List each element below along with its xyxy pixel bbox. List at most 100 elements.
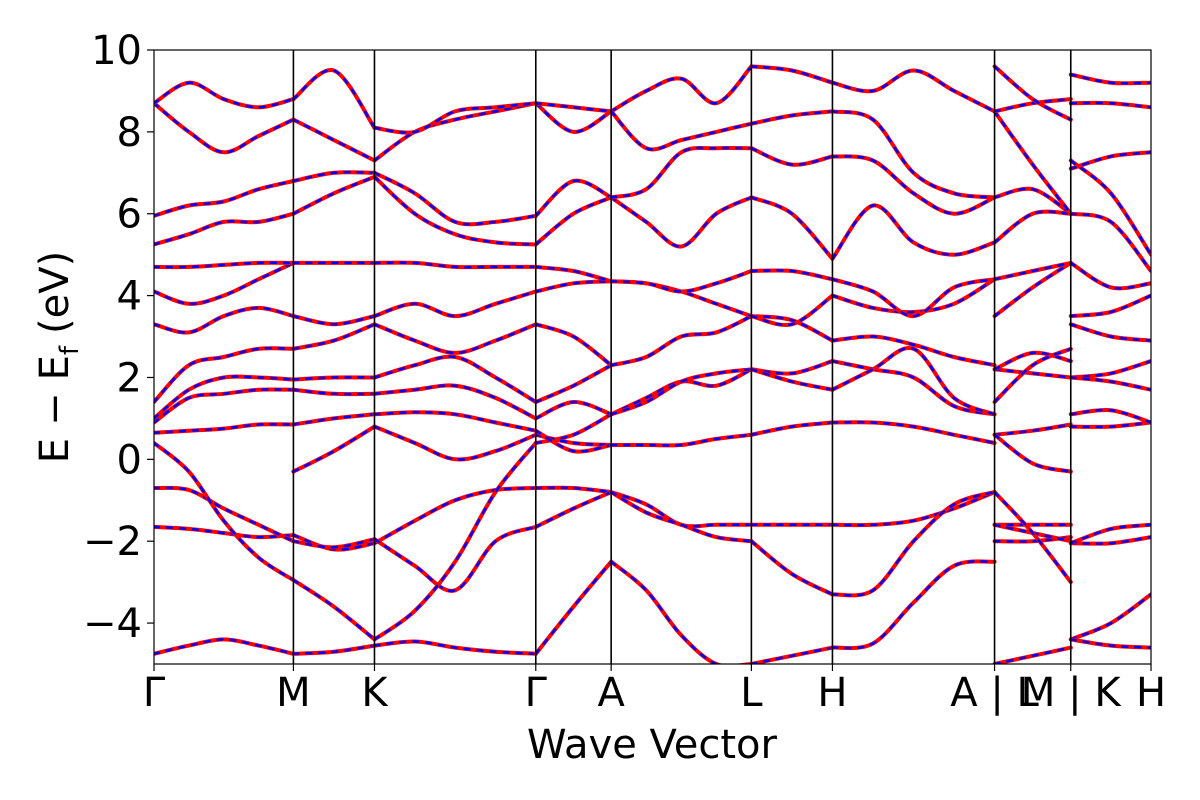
band-dash-seg0-b10 bbox=[154, 261, 295, 269]
band-dash-seg3-b3 bbox=[534, 413, 613, 445]
band-dash-seg7-b13 bbox=[993, 187, 1073, 215]
band-dash-seg2-b3 bbox=[373, 441, 538, 641]
band-dash-seg0-b9 bbox=[154, 261, 295, 306]
band-dash-seg8-b4 bbox=[1069, 421, 1151, 429]
x-tick-label: A | L bbox=[950, 670, 1039, 716]
y-axis-ticks: −4 −2 0 2 4 6 8 10 bbox=[83, 28, 154, 647]
band-dash-seg6-b5 bbox=[831, 346, 996, 416]
band-dash-seg7-b6 bbox=[993, 490, 1073, 584]
band-line-seg1-b8 bbox=[291, 322, 377, 351]
band-dash-seg3-b2 bbox=[534, 490, 613, 529]
band-dash-seg8-b15 bbox=[1069, 73, 1151, 85]
band-dash-seg2-b6 bbox=[373, 384, 538, 420]
band-line-seg0-b8 bbox=[154, 305, 296, 335]
band-line-seg5-b11 bbox=[749, 64, 835, 85]
band-dash-seg6-b8 bbox=[831, 277, 996, 318]
band-dash-seg8-b11 bbox=[1069, 212, 1151, 273]
y-tick-label: −2 bbox=[83, 519, 142, 565]
band-dash-seg1-b0 bbox=[292, 644, 376, 656]
band-line-seg5-b2 bbox=[749, 539, 835, 597]
band-dash-seg2-b14 bbox=[373, 101, 538, 134]
band-dash-seg8-b12 bbox=[1069, 159, 1151, 256]
y-axis-title-e2: E bbox=[32, 355, 78, 380]
band-dash-seg0-b5 bbox=[154, 388, 295, 424]
band-line-seg6-b9 bbox=[830, 203, 997, 261]
x-tick-label: Γ bbox=[525, 670, 548, 716]
band-line-seg0-b3 bbox=[154, 441, 296, 583]
band-dash-seg4-b0 bbox=[609, 560, 753, 664]
band-dash-seg8-b9 bbox=[1069, 294, 1151, 318]
band-dash-seg6-b4 bbox=[831, 359, 996, 416]
band-dash-seg5-b7 bbox=[750, 294, 834, 327]
band-dash-seg2-b8 bbox=[373, 323, 538, 355]
x-tick-label: M | K bbox=[1021, 670, 1122, 716]
band-dash-seg3-b9 bbox=[534, 280, 613, 293]
band-dash-seg4-b2 bbox=[609, 490, 753, 543]
y-tick-label: 0 bbox=[117, 437, 142, 483]
band-dash-seg0-b3 bbox=[154, 441, 295, 582]
band-dash-seg7-b14 bbox=[993, 110, 1073, 215]
band-line-seg5-b10 bbox=[749, 146, 835, 167]
band-line-seg1-b14 bbox=[291, 68, 377, 130]
band-line-seg3-b8 bbox=[533, 322, 614, 368]
band-dash-seg2-b7 bbox=[373, 355, 538, 404]
band-dash-seg2-b0 bbox=[373, 640, 538, 656]
band-dash-seg4-b6 bbox=[609, 314, 753, 367]
bands-layer bbox=[154, 64, 1151, 664]
band-dash-seg5-b4 bbox=[750, 359, 834, 375]
x-axis-title: Wave Vector bbox=[527, 722, 778, 768]
band-dash-seg2-b4 bbox=[373, 425, 538, 461]
band-dash-seg7-b8 bbox=[993, 351, 1073, 371]
band-line-seg6-b2 bbox=[830, 490, 997, 598]
band-dash-seg7-b0 bbox=[993, 646, 1073, 664]
band-dash-seg0-b14 bbox=[154, 81, 295, 109]
band-dash-seg5-b2 bbox=[750, 539, 834, 596]
band-line-seg4-b6 bbox=[609, 314, 754, 368]
y-tick-label: 4 bbox=[117, 274, 142, 320]
band-dash-seg1-b2 bbox=[292, 537, 376, 549]
band-line-seg4-b11 bbox=[609, 64, 754, 114]
band-dash-seg3-b12 bbox=[534, 179, 613, 218]
band-line-seg4-b9 bbox=[609, 195, 754, 249]
band-line-seg8-b8 bbox=[1068, 322, 1151, 343]
x-tick-label: H bbox=[817, 670, 847, 716]
band-dash-seg6-b0 bbox=[831, 560, 996, 650]
x-tick-label: L bbox=[740, 670, 763, 716]
band-line-seg8-b12 bbox=[1068, 158, 1151, 257]
band-dash-seg7-b10 bbox=[993, 261, 1073, 318]
band-dash-seg6-b9 bbox=[831, 204, 996, 261]
band-dash-seg0-b8 bbox=[154, 306, 295, 334]
band-line-seg2-b4 bbox=[372, 424, 538, 462]
band-dash-seg6-b2 bbox=[831, 490, 996, 597]
kpoint-lines bbox=[292, 50, 1072, 664]
band-dash-seg2-b9 bbox=[373, 290, 538, 318]
band-dash-seg4-b7 bbox=[609, 280, 753, 318]
band-dash-seg7-b11 bbox=[993, 261, 1073, 281]
band-line-seg4-b12 bbox=[609, 109, 754, 152]
band-dash-seg8-b2 bbox=[1069, 535, 1151, 545]
band-dash-seg5-b10 bbox=[750, 146, 834, 166]
band-line-seg0-b0 bbox=[154, 637, 296, 656]
band-dash-seg4-b12 bbox=[609, 110, 753, 151]
band-dash-seg2-b11 bbox=[373, 175, 538, 246]
band-line-seg3-b12 bbox=[533, 178, 614, 218]
band-dash-seg5-b0 bbox=[750, 646, 834, 664]
band-dash-seg4-b9 bbox=[609, 196, 753, 248]
band-line-seg8-b13 bbox=[1068, 150, 1151, 171]
band-line-seg2-b11 bbox=[372, 174, 538, 247]
plot-frame bbox=[153, 49, 1152, 665]
band-line-seg5-b9 bbox=[749, 195, 835, 261]
band-line-seg8-b0 bbox=[1068, 592, 1151, 642]
band-dash-seg8-b3 bbox=[1069, 523, 1151, 545]
band-line-seg4-b10 bbox=[609, 145, 754, 200]
band-dash-seg3-b4 bbox=[534, 433, 613, 447]
band-dash-seg2-b5 bbox=[373, 411, 538, 432]
band-line-seg6-b3 bbox=[830, 420, 997, 445]
x-axis-ticks: Γ M K Γ A L H A | LM | K H bbox=[143, 664, 1166, 716]
band-dash-seg3-b0 bbox=[534, 560, 613, 656]
x-tick-label: M bbox=[276, 670, 311, 716]
band-line-seg0-b6 bbox=[154, 374, 296, 421]
band-line-seg6-b10 bbox=[830, 154, 997, 216]
band-dash-seg1-b5 bbox=[292, 413, 376, 426]
